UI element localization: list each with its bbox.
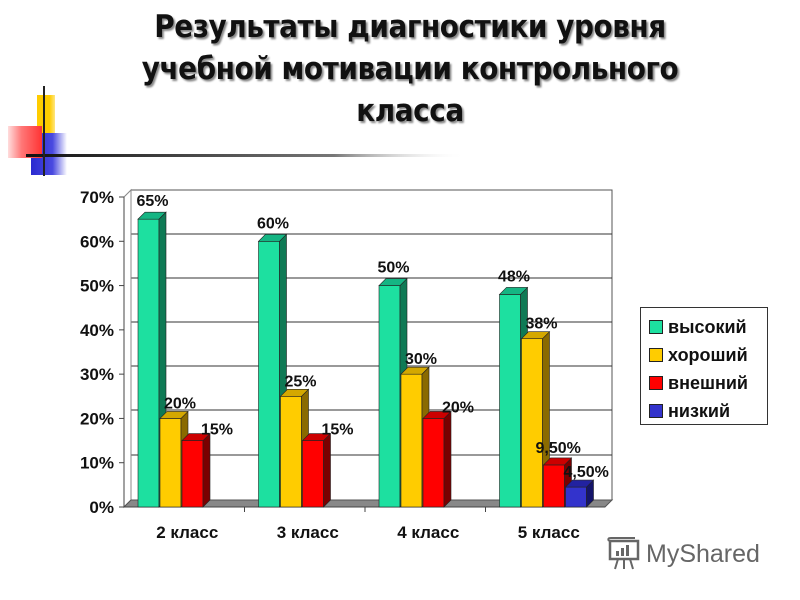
x-category-label: 4 класс xyxy=(397,523,459,542)
y-tick-label: 40% xyxy=(80,321,114,340)
x-category-label: 3 класс xyxy=(277,523,339,542)
legend-label: внешний xyxy=(668,372,748,393)
title-line-1: Результаты диагностики уровня xyxy=(154,9,666,45)
x-category-label: 5 класс xyxy=(518,523,580,542)
bar: 9,50% xyxy=(536,440,581,508)
legend-swatch xyxy=(649,404,663,418)
legend-item-low: низкий xyxy=(649,397,767,425)
title-line-2: учебной мотивации контрольного xyxy=(141,51,679,87)
legend-label: хороший xyxy=(668,344,748,365)
data-label: 4,50% xyxy=(564,464,609,481)
data-label: 50% xyxy=(377,260,409,277)
y-tick-label: 30% xyxy=(80,365,114,384)
data-label: 38% xyxy=(526,316,558,333)
data-label: 65% xyxy=(136,193,168,210)
data-label: 25% xyxy=(285,373,317,390)
y-axis: 0% 10% 20% 30% 40% 50% 60% 70% xyxy=(80,188,124,517)
data-label: 20% xyxy=(164,395,196,412)
watermark-text: MyShared xyxy=(646,539,760,568)
y-tick-label: 50% xyxy=(80,277,114,296)
bar: 15% xyxy=(301,422,354,508)
y-tick-label: 70% xyxy=(80,188,114,207)
data-label: 30% xyxy=(405,351,437,368)
data-label: 15% xyxy=(322,422,354,439)
data-label: 60% xyxy=(257,215,289,232)
bars: 65% 20% 15% 60% 25% 15% 50% 30% 20% 48% 38% 9,50% 4,… xyxy=(136,193,609,508)
slide-title: Результаты диагностики уровня учебной мо… xyxy=(77,6,743,132)
legend: высокий хороший внешний низкий xyxy=(640,307,768,425)
bar: 38% xyxy=(520,316,558,508)
legend-swatch xyxy=(649,320,663,334)
bar: 4,50% xyxy=(564,464,609,508)
bar: 15% xyxy=(181,422,233,508)
data-label: 48% xyxy=(498,268,530,285)
title-line-3: класса xyxy=(356,93,464,129)
decorative-squares xyxy=(8,86,466,176)
data-label: 20% xyxy=(442,399,474,416)
legend-swatch xyxy=(649,348,663,362)
y-tick-label: 60% xyxy=(80,232,114,251)
y-tick-label: 20% xyxy=(80,409,114,428)
legend-item-high: высокий xyxy=(649,313,767,341)
data-label: 9,50% xyxy=(536,440,581,457)
data-label: 15% xyxy=(201,422,233,439)
x-axis: 2 класс 3 класс 4 класс 5 класс xyxy=(156,507,580,542)
legend-swatch xyxy=(649,376,663,390)
y-tick-label: 10% xyxy=(80,454,114,473)
presentation-chart-icon xyxy=(607,537,640,570)
legend-label: высокий xyxy=(668,316,747,337)
x-category-label: 2 класс xyxy=(156,523,218,542)
legend-item-external: внешний xyxy=(649,369,767,397)
watermark: MyShared xyxy=(606,537,760,571)
y-tick-label: 0% xyxy=(89,498,114,517)
bar: 20% xyxy=(422,399,474,508)
legend-label: низкий xyxy=(668,400,731,421)
legend-item-good: хороший xyxy=(649,341,767,369)
